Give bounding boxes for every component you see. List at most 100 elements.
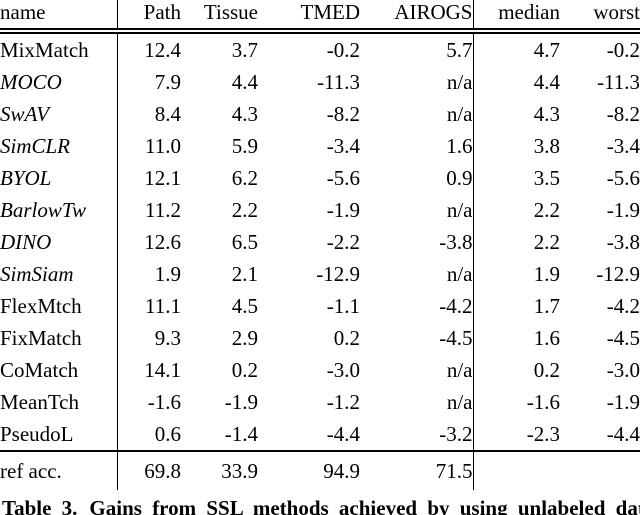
cell-median: 4.4 [533,69,560,94]
table-row: MeanTch -1.6 -1.9 -1.2 n/a -1.6 -1.9 [0,386,640,418]
row-name: ref acc. [0,450,118,490]
table-row: MOCO 7.9 4.4 -11.3 n/a 4.4 -11.3 [0,66,640,98]
cell-path: 69.8 [117,450,181,490]
cell-path: 12.1 [144,165,181,190]
cell-median: 4.3 [533,101,560,126]
cell-median: 2.2 [533,229,560,254]
cell-path: 1.9 [154,261,181,286]
cell-worst: -1.9 [606,389,640,414]
cell-path: 11.0 [145,133,181,158]
cell-median: 0.2 [533,357,560,382]
cell-tmed: -3.0 [326,357,360,382]
cell-airogs: 5.7 [360,31,474,66]
cell-worst: -3.0 [606,357,640,382]
cell-worst: -4.2 [606,293,640,318]
cell-tmed: -0.2 [326,37,360,62]
row-name: SimCLR [0,130,118,162]
cell-median: 1.6 [533,325,560,350]
cell-path: 11.1 [145,293,181,318]
cell-path: -1.6 [147,389,181,414]
cell-tissue: 3.7 [231,37,258,62]
col-header-path: Path [117,0,181,34]
cell-tmed: -1.2 [326,389,360,414]
cell-tmed: -5.6 [326,165,360,190]
table-row: FixMatch 9.3 2.9 0.2 -4.5 1.6 -4.5 [0,322,640,354]
table-row: CoMatch 14.1 0.2 -3.0 n/a 0.2 -3.0 [0,354,640,386]
col-header-airogs: AIROGS [360,0,474,34]
cell-tissue: 6.2 [231,165,258,190]
row-name: MOCO [0,66,118,98]
cell-path: 7.9 [154,69,181,94]
table-row: SimSiam 1.9 2.1 -12.9 n/a 1.9 -12.9 [0,258,640,290]
cell-worst: -4.5 [606,325,640,350]
cell-airogs: n/a [360,66,474,98]
cell-path: 8.4 [154,101,181,126]
cell-tmed: -3.4 [326,133,360,158]
table-row: SwAV 8.4 4.3 -8.2 n/a 4.3 -8.2 [0,98,640,130]
cell-median: -1.6 [526,389,560,414]
cell-tissue: 6.5 [231,229,258,254]
cell-median: 4.7 [533,37,560,62]
table-row: BarlowTw 11.2 2.2 -1.9 n/a 2.2 -1.9 [0,194,640,226]
reference-accuracy-row: ref acc. 69.8 33.9 94.9 71.5 [0,450,640,490]
cell-tmed: -4.4 [326,421,360,446]
cell-median: 3.8 [533,133,560,158]
cell-tissue: -1.4 [224,421,258,446]
caption-label: Table 3. [2,496,78,515]
header-row: name Path Tissue TMED AIROGS median wors… [0,0,640,34]
cell-median: 1.7 [533,293,560,318]
cell-median: 1.9 [533,261,560,286]
cell-airogs: -3.8 [360,226,474,258]
cell-tmed: -1.9 [326,197,360,222]
table-row: BYOL 12.1 6.2 -5.6 0.9 3.5 -5.6 [0,162,640,194]
cell-airogs: n/a [360,258,474,290]
cell-airogs: -3.2 [360,418,474,451]
results-table: name Path Tissue TMED AIROGS median wors… [0,0,640,490]
row-name: DINO [0,226,118,258]
cell-tissue: 2.2 [231,197,258,222]
cell-airogs: -4.5 [360,322,474,354]
cell-tmed: -8.2 [326,101,360,126]
cell-tissue: 4.3 [231,101,258,126]
cell-worst [560,450,640,490]
cell-airogs: n/a [360,194,474,226]
cell-tmed: -12.9 [316,261,360,286]
cell-airogs: 0.9 [360,162,474,194]
cell-worst: -8.2 [606,101,640,126]
cell-tissue: 0.2 [231,357,258,382]
row-name: PseudoL [0,418,118,451]
table-row: MixMatch 12.4 3.7 -0.2 5.7 4.7 -0.2 [0,31,640,66]
cell-airogs: n/a [360,354,474,386]
cell-worst: -11.3 [597,69,640,94]
caption-text: Gains from SSL methods achieved by using… [89,496,640,515]
cell-worst: -12.9 [596,261,640,286]
cell-median: 2.2 [533,197,560,222]
cell-tissue: -1.9 [224,389,258,414]
cell-tmed: -1.1 [326,293,360,318]
row-name: CoMatch [0,354,118,386]
row-name: BarlowTw [0,194,118,226]
cell-tmed: 0.2 [333,325,360,350]
cell-airogs: n/a [360,386,474,418]
cell-tmed: -11.3 [317,69,360,94]
cell-median: -2.3 [526,421,560,446]
cell-tissue: 33.9 [181,450,258,490]
col-header-median: median [473,0,560,34]
cell-airogs: 71.5 [360,450,474,490]
cell-path: 14.1 [144,357,181,382]
row-name: FlexMtch [0,290,118,322]
cell-tmed: 94.9 [258,450,360,490]
col-header-worst: worst [560,0,640,34]
cell-worst: -3.8 [606,229,640,254]
cell-worst: -0.2 [606,37,640,62]
table-row: FlexMtch 11.1 4.5 -1.1 -4.2 1.7 -4.2 [0,290,640,322]
cell-path: 11.2 [145,197,181,222]
row-name: SwAV [0,98,118,130]
table-caption: Table 3. Gains from SSL methods achieved … [2,498,640,515]
col-header-tissue: Tissue [181,0,258,34]
cell-airogs: n/a [360,98,474,130]
col-header-tmed: TMED [258,0,360,34]
cell-tissue: 4.4 [231,69,258,94]
table-row: SimCLR 11.0 5.9 -3.4 1.6 3.8 -3.4 [0,130,640,162]
